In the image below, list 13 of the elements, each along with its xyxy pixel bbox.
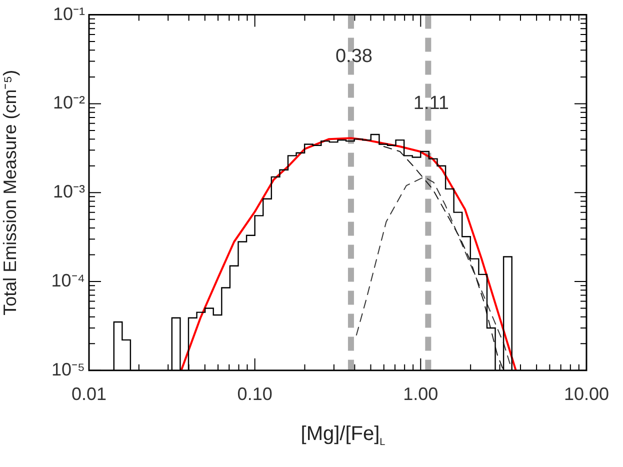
x-axis-title: [Mg]/[Fe]$_{L}$	[300, 423, 386, 448]
y-tick-label: 10⁻⁵	[52, 359, 85, 380]
ref-line-label: 0.38	[335, 46, 372, 68]
y-tick-label: 10⁻¹	[52, 4, 86, 24]
y-axis-title: Total Emission Measure (cm⁻⁵)	[0, 70, 20, 316]
y-tick-label: 10⁻⁴	[51, 270, 85, 290]
x-tick-label: 0.01	[71, 384, 107, 404]
y-tick-label: 10⁻²	[52, 92, 86, 113]
x-tick-label: 1.00	[403, 384, 438, 404]
ref-line-label: 1.11	[413, 93, 449, 114]
y-tick-label: 10⁻³	[52, 182, 86, 202]
x-tick-label: 0.10	[237, 384, 272, 404]
x-tick-label: 10.00	[564, 384, 609, 404]
